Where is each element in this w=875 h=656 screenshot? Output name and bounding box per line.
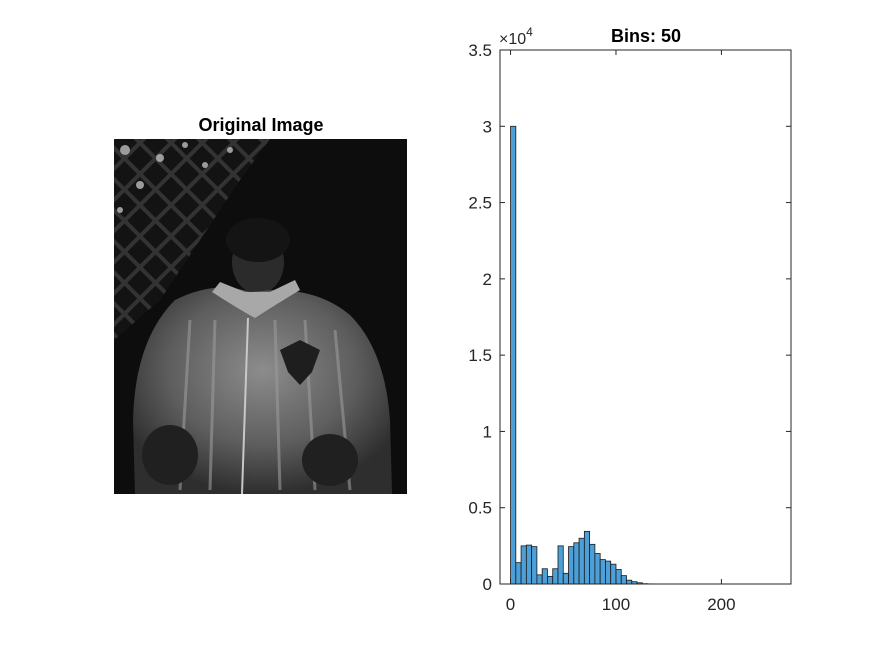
y-tick-label: 2	[483, 270, 492, 289]
histogram-bar	[568, 546, 575, 585]
histogram-bar	[578, 537, 585, 585]
y-exponent-power: 4	[526, 25, 533, 39]
histogram-bar	[620, 575, 627, 585]
histogram-bar	[562, 572, 569, 585]
y-tick-label: 1	[483, 422, 492, 441]
y-exponent-base: ×10	[499, 31, 526, 48]
histogram-bar	[531, 546, 538, 585]
axes-box	[499, 49, 792, 585]
x-tick-label: 200	[707, 595, 735, 614]
original-image	[114, 139, 407, 495]
chart-title: Bins: 50	[611, 26, 681, 46]
histogram-bar	[573, 542, 580, 585]
histogram-bar	[525, 544, 533, 585]
y-tick-label: 3.5	[468, 41, 492, 60]
histogram-bar	[541, 568, 548, 585]
histogram-bar	[515, 562, 522, 585]
y-tick-label: 2.5	[468, 194, 492, 213]
x-tick-label: 100	[602, 595, 630, 614]
y-ticks-group: 0 0.5 1 1.5 2 2.5 3 3.5	[468, 41, 791, 594]
histogram-bar	[583, 530, 591, 585]
y-exponent-label: ×104	[499, 25, 533, 48]
histogram-bar	[610, 563, 617, 585]
histogram-bar	[536, 574, 543, 585]
histogram-bar	[547, 575, 554, 585]
y-tick-label: 3	[483, 117, 492, 136]
x-tick-label: 0	[506, 595, 515, 614]
histogram-bar	[557, 545, 564, 585]
histogram-bar	[605, 560, 612, 585]
image-title: Original Image	[198, 115, 323, 135]
y-tick-label: 1.5	[468, 346, 492, 365]
plot-area	[500, 50, 791, 584]
x-ticks-group: 0 100 200	[506, 50, 736, 614]
histogram-bar	[510, 125, 517, 585]
histogram-chart: 0 0.5 1 1.5 2 2.5 3 3.5 0 100 200 Bins: 50 ×104	[468, 25, 792, 614]
histogram-bar	[594, 553, 601, 585]
y-tick-label: 0	[483, 575, 492, 594]
histogram-bar	[552, 568, 559, 585]
y-tick-label: 0.5	[468, 499, 492, 518]
histogram-bar	[599, 559, 606, 585]
histogram-bar	[589, 543, 596, 585]
histogram-bar	[626, 579, 633, 585]
histogram-bar	[520, 545, 527, 585]
histogram-bar	[615, 569, 622, 585]
